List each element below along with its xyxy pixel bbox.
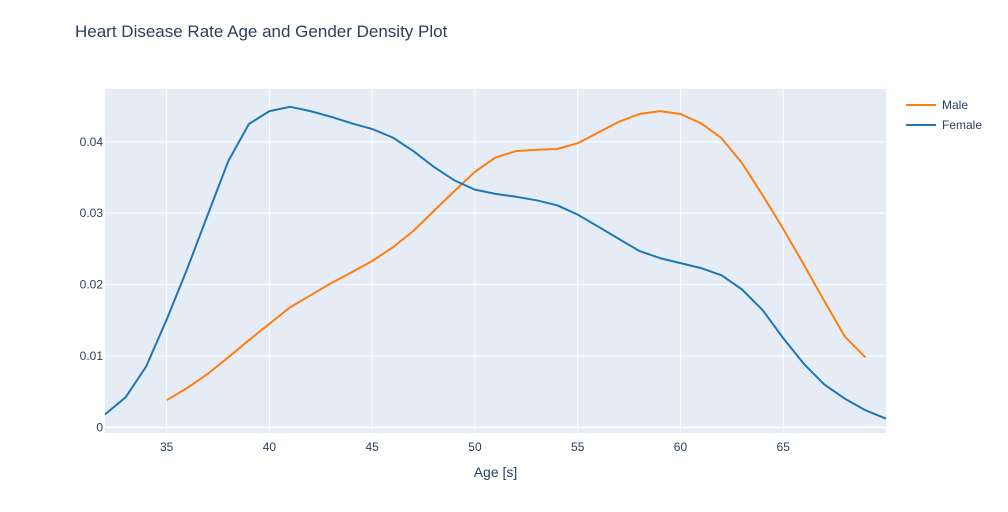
grid-lines <box>105 89 886 433</box>
y-tick-label: 0.03 <box>80 206 104 220</box>
y-tick-label: 0.04 <box>80 135 104 149</box>
x-tick-label: 45 <box>366 440 380 454</box>
series-lines <box>104 105 887 420</box>
series-line-female <box>104 105 887 420</box>
legend-swatch-female <box>906 124 936 126</box>
x-tick-label: 55 <box>571 440 585 454</box>
legend: Male Female <box>906 95 982 135</box>
legend-item-female[interactable]: Female <box>906 115 982 135</box>
legend-item-male[interactable]: Male <box>906 95 982 115</box>
tick-labels: 35 40 45 50 55 60 65 0 0.01 0.02 0.03 0.04 <box>80 135 791 454</box>
x-tick-label: 40 <box>263 440 277 454</box>
legend-label-female: Female <box>942 118 983 132</box>
legend-label-male: Male <box>942 98 969 112</box>
chart-title: Heart Disease Rate Age and Gender Densit… <box>75 22 448 41</box>
series-line-male <box>166 110 867 402</box>
legend-swatch-male <box>906 104 936 106</box>
plot-area <box>105 89 886 433</box>
x-tick-label: 60 <box>674 440 688 454</box>
x-tick-label: 50 <box>468 440 482 454</box>
x-tick-label: 35 <box>160 440 174 454</box>
y-tick-label: 0.02 <box>80 278 104 292</box>
x-axis-title: Age [s] <box>474 464 518 480</box>
y-tick-label: 0 <box>96 420 103 434</box>
y-tick-label: 0.01 <box>80 349 104 363</box>
x-tick-label: 65 <box>777 440 791 454</box>
